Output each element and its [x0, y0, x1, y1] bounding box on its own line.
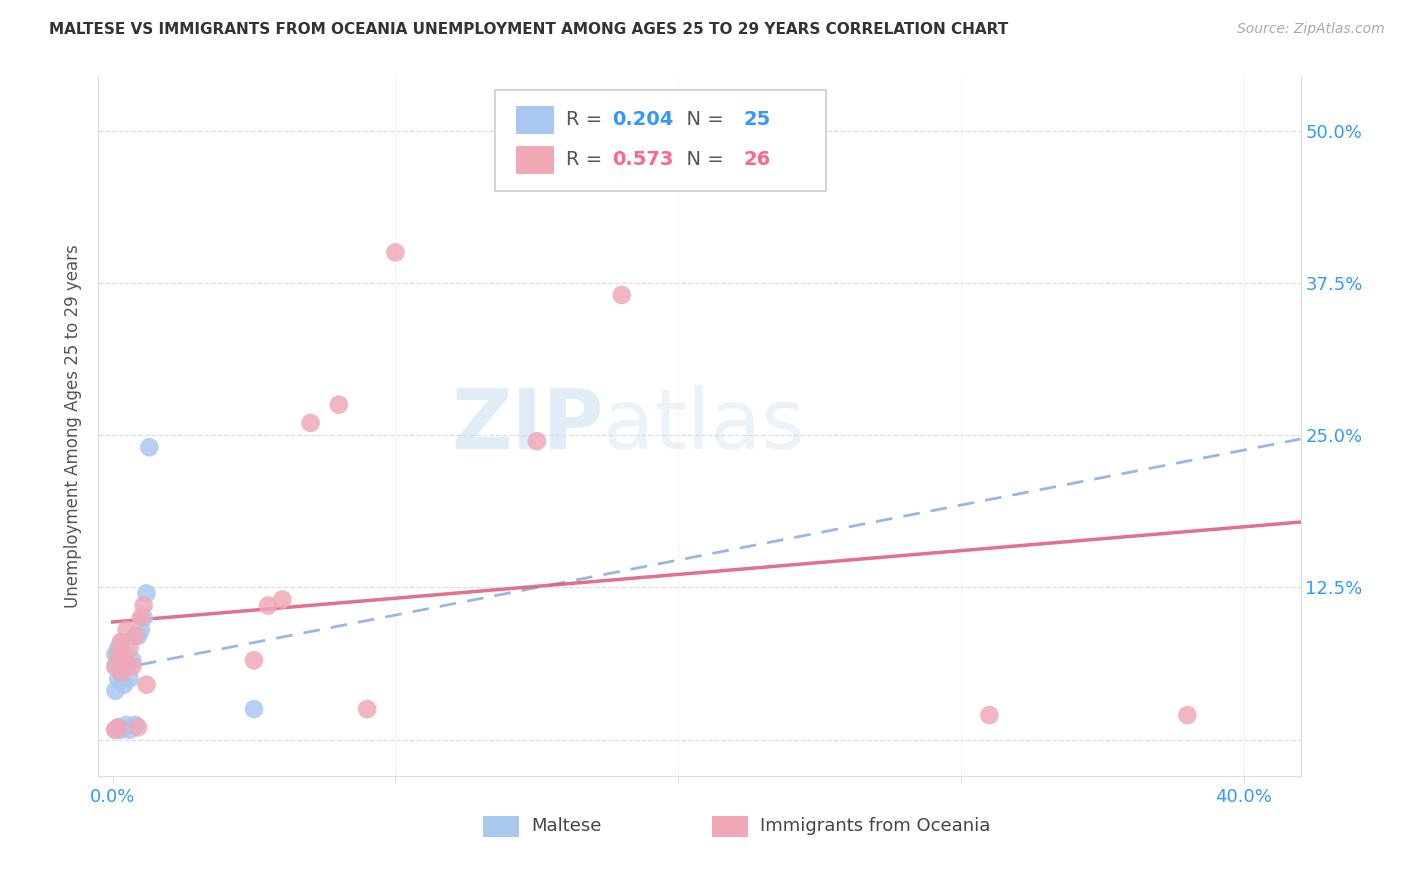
Point [107, 641, 129, 656]
Bar [711, 816, 748, 837]
Point [104, 683, 127, 698]
Text: Immigrants from Oceania: Immigrants from Oceania [759, 817, 990, 836]
Point [356, 702, 378, 716]
Point [112, 653, 135, 667]
Point [1177, 708, 1199, 723]
Point [243, 653, 266, 667]
Point [127, 629, 149, 643]
Point [118, 641, 141, 656]
Text: N =: N = [675, 151, 730, 169]
Point [104, 659, 127, 673]
Point [271, 592, 294, 607]
Point [118, 672, 141, 686]
Bar [516, 106, 554, 134]
Point [107, 647, 129, 661]
Point [132, 599, 155, 613]
Point [115, 623, 138, 637]
Point [121, 659, 143, 673]
Bar [484, 816, 519, 837]
Text: 0.204: 0.204 [612, 111, 673, 129]
Point [110, 635, 132, 649]
Point [979, 708, 1001, 723]
Y-axis label: Unemployment Among Ages 25 to 29 years: Unemployment Among Ages 25 to 29 years [65, 244, 83, 607]
Bar [516, 145, 554, 174]
Point [124, 629, 146, 643]
Point [328, 398, 350, 412]
Text: 26: 26 [744, 151, 772, 169]
Point [110, 665, 132, 680]
Point [104, 723, 127, 737]
Point [104, 723, 127, 737]
Point [121, 653, 143, 667]
Point [107, 672, 129, 686]
Point [129, 623, 152, 637]
Point [243, 702, 266, 716]
Text: Maltese: Maltese [531, 817, 602, 836]
Point [118, 723, 141, 737]
Point [104, 659, 127, 673]
Point [138, 440, 160, 454]
Text: R =: R = [567, 151, 609, 169]
Point [135, 678, 157, 692]
Text: ZIP: ZIP [451, 385, 603, 467]
Text: atlas: atlas [603, 385, 806, 467]
Text: 0.573: 0.573 [612, 151, 673, 169]
Point [127, 720, 149, 734]
Point [257, 599, 280, 613]
Text: MALTESE VS IMMIGRANTS FROM OCEANIA UNEMPLOYMENT AMONG AGES 25 TO 29 YEARS CORREL: MALTESE VS IMMIGRANTS FROM OCEANIA UNEMP… [49, 22, 1008, 37]
Point [107, 653, 129, 667]
Text: N =: N = [675, 111, 730, 129]
Point [299, 416, 322, 430]
Point [115, 718, 138, 732]
Text: 25: 25 [744, 111, 772, 129]
Point [129, 611, 152, 625]
Point [104, 647, 127, 661]
Point [132, 611, 155, 625]
FancyBboxPatch shape [495, 90, 825, 192]
Point [135, 586, 157, 600]
Text: R =: R = [567, 111, 609, 129]
Point [526, 434, 548, 449]
Point [115, 659, 138, 673]
Point [124, 718, 146, 732]
Point [384, 245, 406, 260]
Point [610, 288, 633, 302]
Point [107, 720, 129, 734]
Point [112, 678, 135, 692]
Point [107, 720, 129, 734]
Point [112, 647, 135, 661]
Text: Source: ZipAtlas.com: Source: ZipAtlas.com [1237, 22, 1385, 37]
Point [110, 723, 132, 737]
Point [110, 635, 132, 649]
Point [110, 665, 132, 680]
